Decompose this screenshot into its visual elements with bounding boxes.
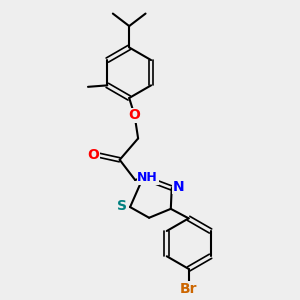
Text: Br: Br (180, 282, 197, 296)
Text: O: O (129, 108, 140, 122)
Text: N: N (172, 180, 184, 194)
Text: NH: NH (137, 171, 158, 184)
Text: O: O (88, 148, 100, 162)
Text: S: S (117, 199, 127, 213)
